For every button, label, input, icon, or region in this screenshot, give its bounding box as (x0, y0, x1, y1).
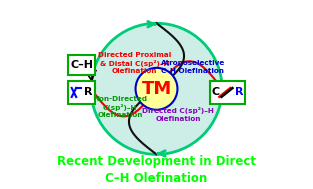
Text: Directed Proximal
& Distal C(sp²)–H
Olefination: Directed Proximal & Distal C(sp²)–H Olef… (98, 52, 171, 74)
Text: C: C (212, 88, 220, 98)
FancyBboxPatch shape (68, 81, 95, 104)
Text: Non-Directed
C(sp²)–H
Olefination: Non-Directed C(sp²)–H Olefination (93, 96, 147, 118)
FancyBboxPatch shape (68, 55, 95, 75)
Text: R: R (84, 88, 92, 98)
Text: R: R (235, 88, 244, 98)
Text: Recent Development in Direct
C–H Olefination: Recent Development in Direct C–H Olefina… (57, 155, 256, 185)
Circle shape (136, 68, 177, 110)
FancyBboxPatch shape (210, 81, 245, 104)
Circle shape (91, 23, 222, 154)
Text: C–H: C–H (70, 60, 93, 70)
Text: Atroposelective
C–H Olefination: Atroposelective C–H Olefination (161, 60, 225, 74)
Text: TM: TM (141, 80, 172, 98)
Text: Directed C(sp²)–H
Olefination: Directed C(sp²)–H Olefination (142, 107, 214, 122)
